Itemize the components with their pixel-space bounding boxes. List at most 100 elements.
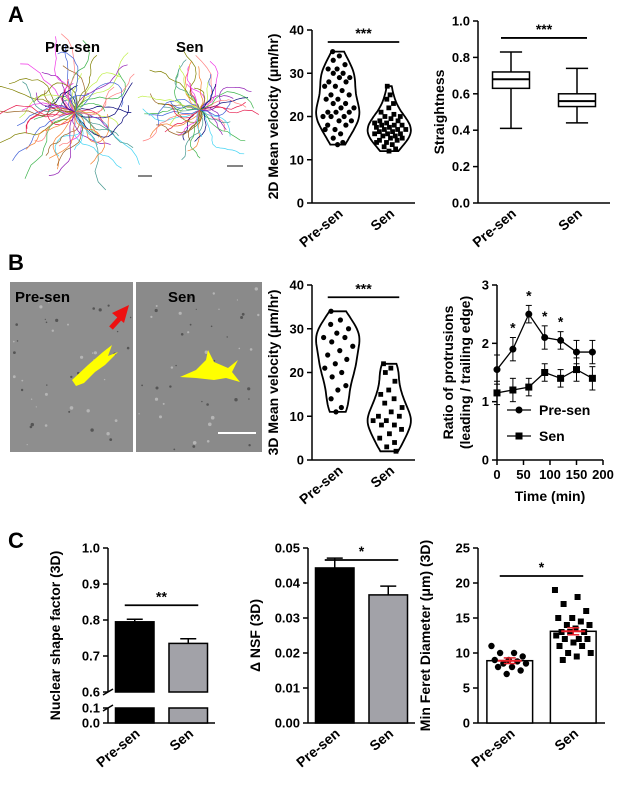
y-tick-label: 10 [456,646,470,661]
texture [12,287,260,451]
marker [333,409,339,415]
trajectory [199,105,259,115]
trajectory [167,103,201,119]
y-tick-label: 0.03 [275,611,300,626]
marker [334,330,340,336]
marker [577,618,584,625]
marker [588,374,596,382]
speck [48,301,50,304]
trajectory [74,111,105,165]
speck [150,315,153,318]
trajectory [60,33,76,113]
marker [342,334,348,341]
trajectory [181,110,204,161]
marker [381,361,386,367]
marker [396,413,402,419]
speck [98,308,102,312]
trajectory [74,102,106,113]
trajectory [199,109,246,142]
marker [346,109,352,115]
marker [556,643,563,649]
speck [90,428,94,432]
marker [335,387,341,393]
marker [388,135,393,141]
y-tick-label: 25 [456,541,470,556]
trajectory [186,66,201,111]
speck [248,398,250,400]
speck [26,444,28,446]
marker [488,642,495,650]
significance-label: ** [156,588,167,604]
marker [560,601,567,607]
marker [583,608,590,614]
speck [30,398,33,400]
marker [377,137,382,143]
speck [35,406,37,408]
speck [192,445,196,448]
marker [573,653,580,660]
y-axis-label: Nuclear shape factor (3D) [47,551,63,721]
marker [342,62,348,68]
marker [509,386,517,394]
speck [204,350,208,354]
trajectory [74,82,133,119]
trajectory [74,52,129,113]
marker [343,122,349,128]
marker [370,418,376,424]
y-axis-label: Min Feret Diameter (μm) (3D) [417,540,433,731]
marker [382,400,388,406]
speck [212,292,215,295]
trajectory [35,92,76,113]
marker [326,79,332,85]
y-tick-label: 2 [482,336,489,351]
marker [561,636,568,642]
marker [322,365,328,371]
trajectory [74,111,84,151]
image-label: Sen [168,289,196,306]
trajectory [199,109,245,155]
speck [30,422,34,427]
y-tick-label: 3 [482,278,489,293]
trajectory [179,64,201,111]
y-tick-label: 0.4 [452,123,471,138]
marker [541,369,549,376]
speck [12,375,16,379]
marker [335,96,341,102]
speck [206,403,209,406]
panel-label: C [8,528,24,553]
speck [86,409,90,413]
marker [555,615,562,621]
speck [248,444,251,447]
y-tick-label: 0.6 [452,86,470,101]
trajectory [71,73,82,113]
speck [126,346,130,350]
y-tick-label: 20 [456,576,470,591]
marker [392,440,397,445]
marker [339,369,345,376]
speck [138,413,140,415]
significance-label: *** [355,280,372,296]
speck [238,347,241,350]
trajectory [199,108,223,136]
y-tick-label: 40 [290,23,304,38]
marker [325,352,331,358]
speck [195,308,197,310]
y-tick-label: 10 [290,152,304,167]
marker [384,140,389,145]
annotation: * [542,308,548,324]
speck [208,422,212,427]
trajectory [25,106,76,134]
marker [493,389,501,397]
marker [508,663,516,671]
cell-outline [180,350,240,382]
marker [519,653,526,660]
marker [522,660,530,667]
speck [107,304,110,307]
speck [46,384,48,386]
legend-marker [515,432,523,440]
marker [491,656,498,664]
trajectory [21,102,76,115]
speck [67,323,69,326]
marker [388,116,394,122]
marker [379,122,385,128]
